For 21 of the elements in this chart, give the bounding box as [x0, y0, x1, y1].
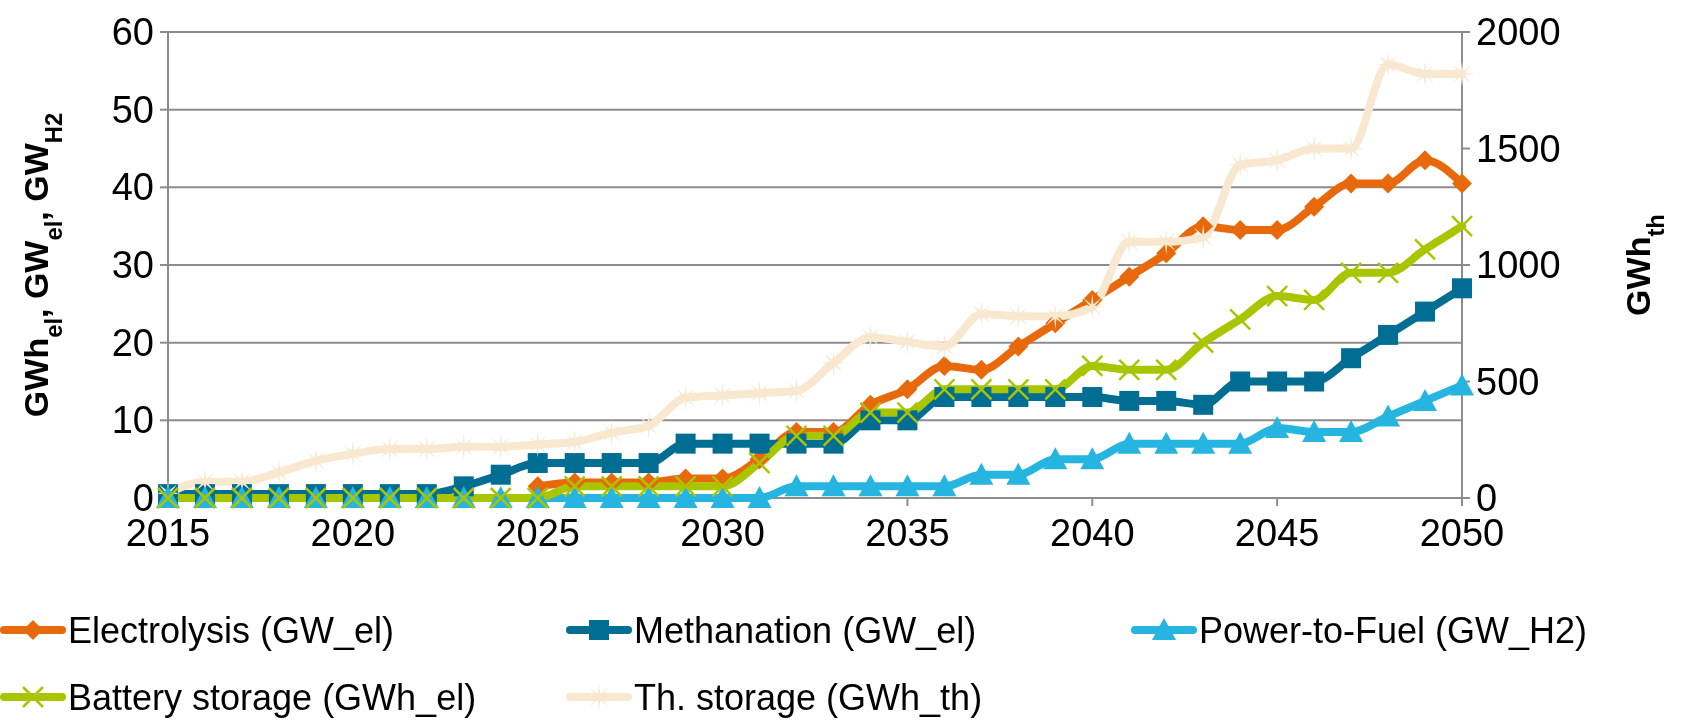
y-tick-label: 30	[111, 244, 154, 286]
legend-label: Methanation (GW_el)	[634, 610, 977, 651]
y-tick-label: 20	[111, 321, 154, 364]
y-tick-label: 50	[111, 88, 154, 131]
y2-tick-label: 500	[1476, 360, 1540, 403]
x-tick-label: 2020	[310, 512, 396, 554]
legend-label: Power-to-Fuel (GW_H2)	[1199, 610, 1588, 651]
x-tick-label: 2040	[1050, 512, 1135, 554]
x-tick-label: 2035	[865, 512, 950, 554]
y-tick-label: 60	[111, 11, 154, 53]
y2-tick-label: 1000	[1476, 244, 1561, 286]
y-tick-label: 10	[111, 399, 154, 442]
legend-label: Th. storage (GWh_th)	[634, 677, 983, 718]
y2-tick-label: 2000	[1476, 11, 1561, 53]
x-tick-label: 2045	[1234, 512, 1320, 554]
y2-tick-label: 1500	[1476, 127, 1561, 170]
y-tick-label: 40	[111, 166, 154, 209]
x-tick-label: 2030	[680, 512, 765, 554]
legend-label: Battery storage (GWh_el)	[68, 677, 477, 718]
legend-label: Electrolysis (GW_el)	[68, 610, 395, 651]
x-tick-label: 2025	[495, 512, 580, 554]
